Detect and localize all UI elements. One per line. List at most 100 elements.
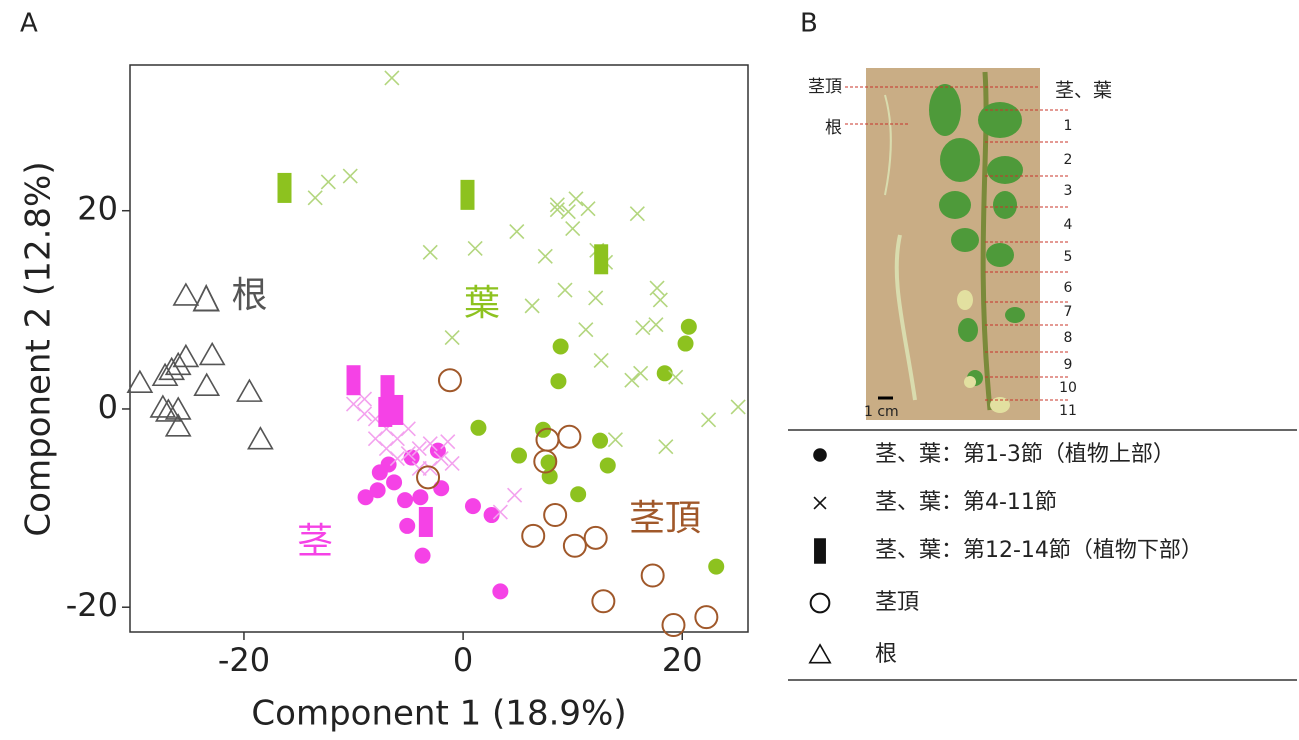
data-point xyxy=(414,547,431,564)
data-point xyxy=(607,432,623,448)
node-label: 11 xyxy=(1059,403,1077,419)
panel-label: B xyxy=(800,9,818,39)
node-label: 9 xyxy=(1064,357,1073,373)
data-point xyxy=(164,413,192,437)
data-point xyxy=(342,168,358,184)
x-tick-label: 20 xyxy=(662,641,703,679)
data-point xyxy=(550,373,567,390)
data-point xyxy=(537,248,553,264)
annotation: 茎頂 xyxy=(629,498,701,539)
data-point xyxy=(400,446,416,462)
data-point xyxy=(193,372,221,396)
data-point xyxy=(649,280,665,296)
data-point xyxy=(422,436,438,452)
data-point xyxy=(629,206,645,222)
data-point xyxy=(400,421,416,437)
legend-marker xyxy=(814,538,826,564)
plot-frame xyxy=(129,64,749,633)
photo-label: 根 xyxy=(825,118,842,138)
data-point xyxy=(492,583,509,600)
data-point xyxy=(277,172,292,203)
data-point xyxy=(357,489,374,506)
data-point xyxy=(658,439,674,455)
y-axis-label: Component 2 (12.8%) xyxy=(19,161,59,536)
legend-label: 茎、葉：第1-3節（植物上部） xyxy=(875,442,1175,467)
data-point xyxy=(418,506,433,537)
data-point xyxy=(440,434,456,450)
data-point xyxy=(164,396,192,420)
data-point xyxy=(126,369,154,393)
data-point xyxy=(411,441,427,457)
data-point xyxy=(154,398,182,422)
data-point xyxy=(369,482,386,499)
node-label: 6 xyxy=(1064,280,1073,296)
data-point xyxy=(648,317,664,333)
legend-marker xyxy=(808,643,832,664)
data-point xyxy=(565,220,581,237)
data-point xyxy=(591,589,616,614)
annotation: 茎 xyxy=(297,521,333,562)
data-point xyxy=(378,441,394,457)
data-point xyxy=(437,368,462,393)
annotation: 葉 xyxy=(464,283,500,324)
data-point xyxy=(635,320,651,336)
data-point xyxy=(510,447,527,464)
data-point xyxy=(464,498,481,515)
node-label: 2 xyxy=(1064,152,1073,168)
data-point xyxy=(386,474,403,491)
data-point xyxy=(509,223,525,240)
data-point xyxy=(492,504,508,520)
x-axis-label: Component 1 (18.9%) xyxy=(251,694,626,734)
data-point xyxy=(356,406,373,422)
data-point xyxy=(677,335,694,352)
data-point xyxy=(560,204,576,220)
data-point xyxy=(384,70,400,86)
scale-label: 1 cm xyxy=(864,404,899,420)
data-point xyxy=(656,365,673,382)
data-point xyxy=(593,352,609,368)
data-point xyxy=(592,432,609,449)
data-point xyxy=(543,503,568,528)
data-point xyxy=(552,338,569,355)
data-point xyxy=(236,378,263,402)
data-point xyxy=(588,290,604,306)
data-point xyxy=(521,523,546,548)
data-point xyxy=(549,197,565,213)
data-point xyxy=(580,201,596,217)
data-point xyxy=(557,424,582,449)
data-point xyxy=(661,613,686,638)
data-point xyxy=(652,292,668,308)
data-point xyxy=(483,507,500,524)
legend-label: 茎頂 xyxy=(875,590,919,615)
legend-marker xyxy=(809,592,831,614)
data-point xyxy=(524,298,540,314)
data-point xyxy=(422,244,438,260)
data-point xyxy=(599,457,616,474)
data-point xyxy=(467,240,483,256)
data-point xyxy=(470,419,487,436)
data-point xyxy=(389,394,404,425)
data-point xyxy=(708,558,725,575)
data-point xyxy=(378,396,393,427)
data-point xyxy=(444,455,460,472)
data-point xyxy=(730,399,746,415)
data-point xyxy=(668,369,684,385)
data-point xyxy=(307,190,323,206)
data-point xyxy=(172,282,200,306)
data-point xyxy=(371,464,388,481)
data-point xyxy=(533,449,558,474)
node-label: 10 xyxy=(1059,380,1077,396)
data-point xyxy=(397,492,414,509)
data-point xyxy=(557,282,573,298)
photo xyxy=(845,68,1070,420)
data-point xyxy=(594,244,609,275)
y-tick-label: -20 xyxy=(66,586,118,624)
data-point xyxy=(411,460,427,477)
y-tick-label: 0 xyxy=(98,388,118,426)
node-label: 7 xyxy=(1064,304,1073,320)
legend-label: 茎、葉：第12-14節（植物下部） xyxy=(875,538,1203,563)
data-point xyxy=(416,465,441,490)
y-tick-label: 20 xyxy=(77,190,118,228)
data-point xyxy=(151,362,179,387)
